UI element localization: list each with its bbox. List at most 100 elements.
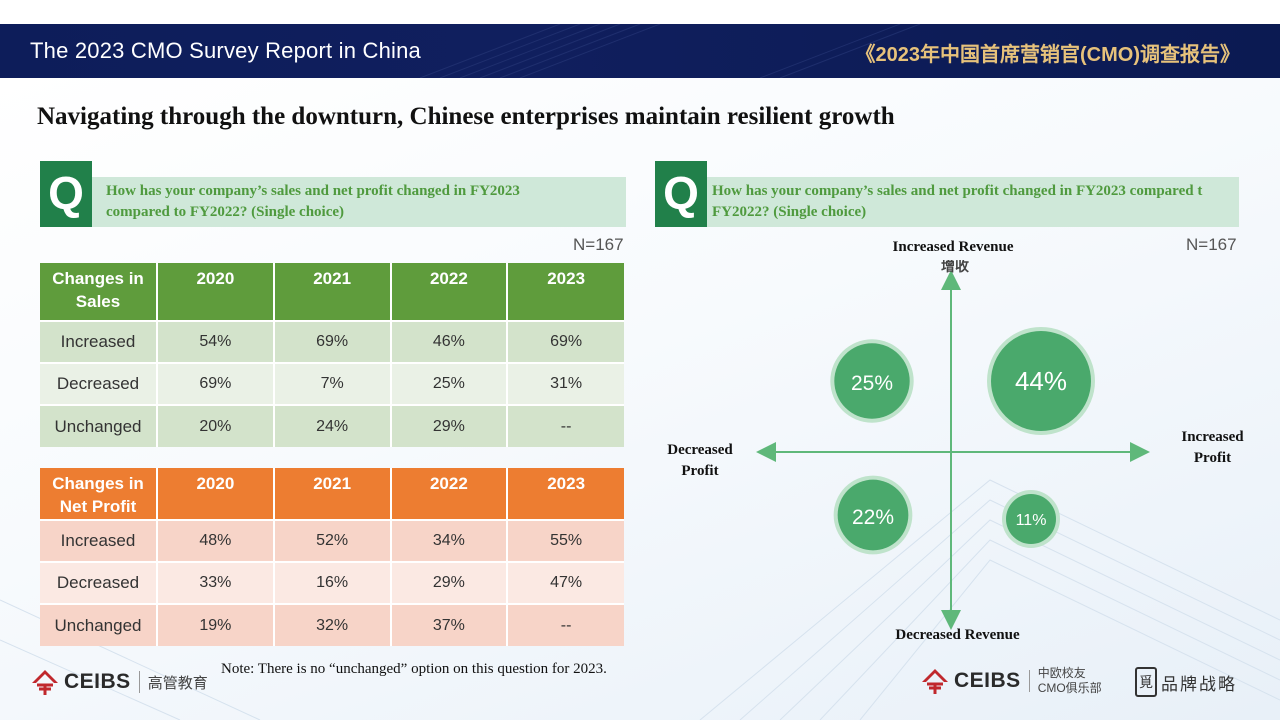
table-cell: 34%: [390, 519, 509, 562]
row-label: Increased: [40, 320, 158, 363]
row-label: Unchanged: [40, 404, 158, 447]
top-strip: [0, 0, 1280, 24]
table-header-cell: 2021: [273, 468, 392, 520]
table-cell: 24%: [273, 404, 392, 447]
bubble-label: 11%: [1016, 512, 1047, 529]
table-header-cell: 2022: [390, 263, 509, 321]
table-cell: 48%: [157, 519, 275, 562]
question-background: [707, 177, 1239, 227]
ceibs-mark-icon: [32, 670, 58, 695]
question-line: How has your company’s sales and net pro…: [712, 183, 1203, 199]
table-cell: 16%: [273, 561, 392, 604]
ceibs-mark-icon: [922, 669, 948, 694]
brand-strategy-text: 品牌战略: [1161, 674, 1237, 694]
bubble-label: 25%: [851, 372, 893, 395]
table-cell: 19%: [157, 603, 275, 646]
table-cell: 47%: [507, 561, 624, 604]
row-label: Decreased: [40, 561, 158, 604]
cmo-club-label: 中欧校友 CMO俱乐部: [1038, 666, 1102, 696]
ceibs-logo-left: CEIBS 高管教育: [30, 668, 208, 696]
table-cell: 7%: [273, 362, 392, 405]
table-cell: --: [507, 603, 624, 646]
ceibs-sub-label: 高管教育: [147, 674, 208, 692]
cmo-club-line: CMO俱乐部: [1037, 681, 1102, 695]
table-cell: 25%: [390, 362, 509, 405]
q-badge-icon: Q: [655, 161, 707, 227]
table-cell: 55%: [507, 519, 624, 562]
table-cell: 69%: [273, 320, 392, 363]
table-cell: 29%: [390, 561, 509, 604]
table-row: Increased 48% 52% 34% 55%: [40, 519, 624, 562]
table-row: Unchanged 20% 24% 29% --: [40, 404, 624, 447]
table-cell: --: [507, 404, 624, 447]
bubble-label: 22%: [852, 506, 894, 529]
table-cell: 33%: [157, 561, 275, 604]
table-header-cell: 2021: [273, 263, 392, 321]
table-header-cell: 2020: [157, 263, 275, 321]
axis-label-line: Decreased: [667, 442, 733, 458]
report-title-cn: 《2023年中国首席营销官(CMO)调查报告》: [855, 44, 1240, 66]
cmo-club-line: 中欧校友: [1037, 666, 1086, 680]
q-badge-icon: Q: [40, 161, 92, 227]
brand-strategy-logo: 覓 品牌战略: [1135, 667, 1237, 697]
table-cell: 69%: [507, 320, 624, 363]
axis-label-increased-profit: Increased Profit: [1165, 427, 1260, 469]
table-cell: 54%: [157, 320, 275, 363]
bubble-decreased-revenue-decreased-profit: [837, 479, 909, 551]
left-sample-size: N=167: [573, 235, 624, 254]
table-header-cell: 2023: [507, 468, 624, 520]
axis-label-decreased-revenue: Decreased Revenue: [895, 627, 1020, 643]
row-label: Decreased: [40, 362, 158, 405]
table-cell: 20%: [157, 404, 275, 447]
ceibs-wordmark: CEIBS: [954, 669, 1021, 692]
table-cell: 31%: [507, 362, 624, 405]
table-cell: 52%: [273, 519, 392, 562]
table-header-row: Changes in Net Profit 2020 2021 2022 202…: [40, 468, 624, 520]
quadrant-chart: 44% 25% 22% 11%: [756, 270, 1150, 630]
table-header-cell: 2023: [507, 263, 624, 321]
header-banner: The 2023 CMO Survey Report in China 《202…: [0, 24, 1280, 78]
table-header-cell: Changes in Sales: [40, 263, 158, 321]
question-line: compared to FY2022? (Single choice): [106, 204, 345, 220]
right-sample-size: N=167: [1186, 235, 1237, 254]
table-row: Decreased 33% 16% 29% 47%: [40, 561, 624, 604]
bubble-increased-revenue-increased-profit: [991, 331, 1091, 431]
bubble-decreased-revenue-increased-profit: [1006, 494, 1056, 544]
right-question-box: Q How has your company’s sales and net p…: [655, 161, 1280, 227]
table-cell: 46%: [390, 320, 509, 363]
table-cell: 29%: [390, 404, 509, 447]
table-cell: 69%: [157, 362, 275, 405]
table-row: Decreased 69% 7% 25% 31%: [40, 362, 624, 405]
row-label: Increased: [40, 519, 158, 562]
table-row: Unchanged 19% 32% 37% --: [40, 603, 624, 646]
table-header-cell: 2020: [157, 468, 275, 520]
report-title-en: The 2023 CMO Survey Report in China: [30, 38, 421, 63]
table-row: Increased 54% 69% 46% 69%: [40, 320, 624, 363]
profit-table: Changes in Net Profit 2020 2021 2022 202…: [40, 468, 624, 646]
row-label: Unchanged: [40, 603, 158, 646]
bubble-label: 44%: [1015, 366, 1067, 396]
logo-divider: [1028, 670, 1030, 692]
left-question-box: Q How has your company’s sales and net p…: [40, 161, 626, 227]
table-header-row: Changes in Sales 2020 2021 2022 2023: [40, 263, 624, 321]
axis-label-decreased-profit: Decreased Profit: [650, 440, 750, 482]
axis-label-line: Increased: [1181, 429, 1244, 445]
question-line: FY2022? (Single choice): [712, 204, 867, 220]
table-cell: 37%: [390, 603, 509, 646]
page-title: Navigating through the downturn, Chinese…: [37, 103, 895, 130]
left-question-text: How has your company’s sales and net pro…: [106, 181, 520, 223]
axis-top-ghost-label: 增收: [941, 258, 969, 274]
ceibs-logo-right: CEIBS 中欧校友 CMO俱乐部: [920, 666, 1102, 696]
axis-label-line: Profit: [1193, 450, 1232, 466]
axis-label-increased-revenue: Increased Revenue: [892, 239, 1014, 255]
bubble-increased-revenue-decreased-profit: [834, 343, 910, 419]
brand-mark-icon: 覓: [1135, 667, 1157, 697]
table-header-cell: 2022: [390, 468, 509, 520]
table-header-cell: Changes in Net Profit: [40, 468, 158, 520]
right-question-text: How has your company’s sales and net pro…: [712, 181, 1202, 223]
ceibs-wordmark: CEIBS: [64, 670, 131, 693]
question-line: How has your company’s sales and net pro…: [106, 183, 520, 199]
axis-label-line: Profit: [681, 463, 719, 479]
question-background: [92, 177, 626, 227]
logo-divider: [138, 671, 140, 693]
